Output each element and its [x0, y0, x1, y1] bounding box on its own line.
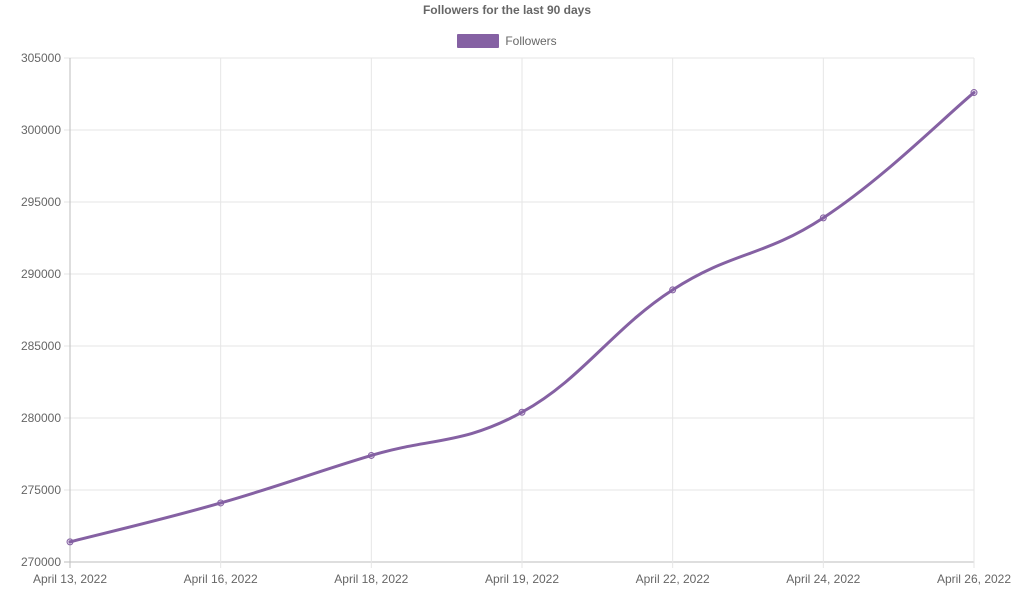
x-tick-label: April 24, 2022 — [786, 572, 860, 586]
x-tick-label: April 18, 2022 — [334, 572, 408, 586]
data-point — [367, 451, 375, 459]
data-point — [217, 499, 225, 507]
y-tick-label: 285000 — [21, 339, 61, 353]
data-point — [970, 89, 978, 97]
legend[interactable]: Followers — [0, 34, 1014, 48]
y-tick-label: 305000 — [21, 51, 61, 65]
legend-label-followers[interactable]: Followers — [505, 34, 557, 48]
legend-swatch-followers[interactable] — [457, 34, 500, 48]
y-tick-label: 295000 — [21, 195, 61, 209]
data-point — [819, 214, 827, 222]
y-tick-label: 290000 — [21, 267, 61, 281]
y-tick-label: 270000 — [21, 555, 61, 569]
x-tick-label: April 19, 2022 — [485, 572, 559, 586]
data-point — [518, 408, 526, 416]
data-point — [669, 286, 677, 294]
chart-title: Followers for the last 90 days — [422, 3, 592, 17]
x-tick-label: April 26, 2022 — [937, 572, 1011, 586]
x-tick-label: April 22, 2022 — [636, 572, 710, 586]
y-tick-label: 280000 — [21, 411, 61, 425]
x-tick-label: April 16, 2022 — [184, 572, 258, 586]
x-tick-label: April 13, 2022 — [33, 572, 107, 586]
y-tick-label: 275000 — [21, 483, 61, 497]
series-line-followers — [68, 91, 976, 544]
data-point — [66, 538, 74, 546]
y-tick-label: 300000 — [21, 123, 61, 137]
